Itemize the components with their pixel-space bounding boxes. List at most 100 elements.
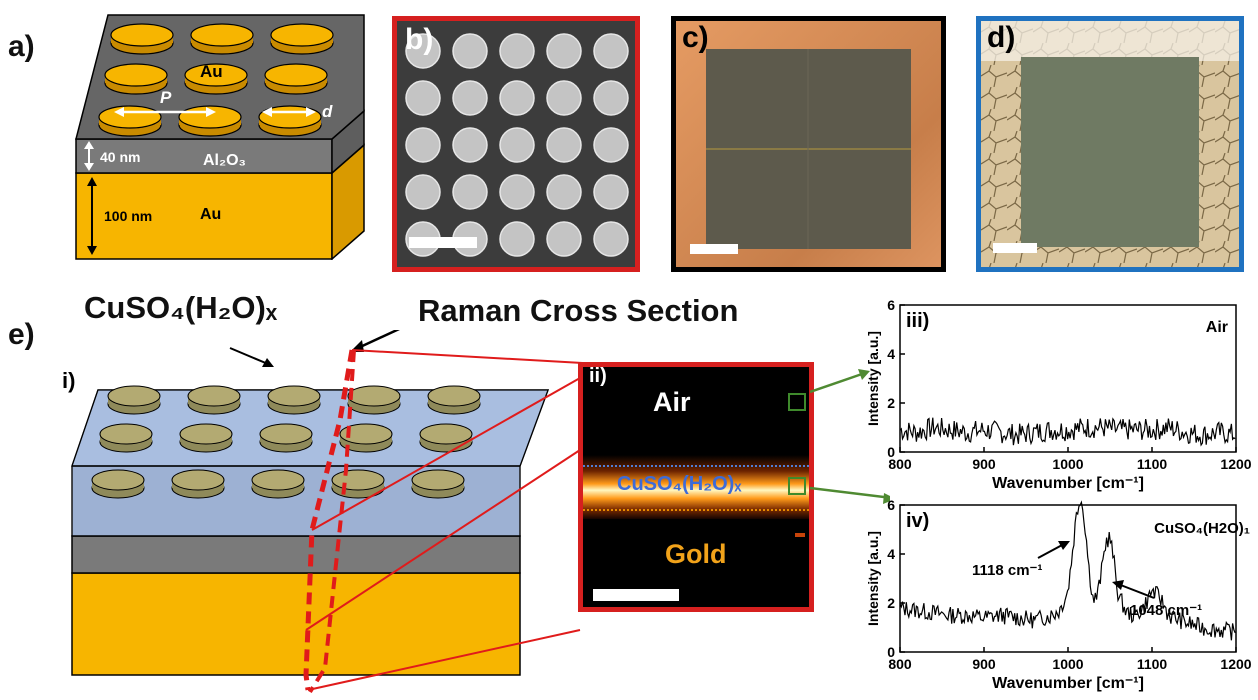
coated-disk — [251, 469, 305, 491]
gold-substrate — [71, 572, 521, 676]
sem-nanodisk — [593, 221, 629, 257]
coated-disk — [171, 469, 225, 491]
x-tick-label: 1000 — [1052, 456, 1083, 472]
x-tick-label: 1200 — [1220, 456, 1251, 472]
coated-disk — [107, 385, 161, 407]
peak-label: 1118 cm⁻¹ — [972, 562, 1042, 579]
panel-e-label: e) — [8, 318, 35, 351]
coated-disk — [179, 423, 233, 445]
spacer-layer — [71, 535, 521, 574]
x-tick-label: 1100 — [1137, 656, 1168, 672]
gold-disk — [184, 63, 248, 87]
x-tick-label: 800 — [888, 656, 912, 672]
gold-disk-array — [98, 23, 334, 137]
sem-nanodisk — [593, 33, 629, 69]
sem-nanodisk — [499, 80, 535, 116]
y-tick-label: 0 — [887, 444, 895, 460]
scale-bar — [690, 244, 738, 254]
chart-annotation: Air — [1206, 319, 1228, 336]
panel-c-label: c) — [682, 21, 709, 54]
plot-area — [899, 504, 1237, 653]
coated-disk — [411, 469, 465, 491]
sem-nanodisk — [405, 127, 441, 163]
sem-nanodisk — [546, 33, 582, 69]
coated-disk — [91, 469, 145, 491]
sem-nanodisk — [452, 127, 488, 163]
gold-disk — [104, 63, 168, 87]
coated-disk — [267, 385, 321, 407]
disk-material-label: Au — [200, 62, 223, 81]
sem-nanodisk — [452, 80, 488, 116]
map-layer-label: CuSO₄(H₂O)ₓ — [617, 473, 742, 495]
gold-disk — [264, 63, 328, 87]
spacer-thickness-label: 40 nm — [100, 149, 140, 165]
optical-image-d — [981, 21, 1239, 267]
scale-bar — [993, 243, 1037, 253]
period-label: P — [160, 88, 172, 107]
optical-image-c — [690, 49, 911, 254]
x-tick-label: 1100 — [1137, 456, 1168, 472]
panel-b-label: b) — [405, 23, 434, 56]
gold-disk — [110, 23, 174, 47]
layer-roi-box — [788, 477, 806, 495]
sem-nanodisk — [499, 221, 535, 257]
coated-disk — [419, 423, 473, 445]
panel-e-schematic: i) — [62, 330, 601, 694]
sem-nanodisk — [499, 174, 535, 210]
coated-disk — [347, 385, 401, 407]
sem-nanodisk — [546, 221, 582, 257]
coated-disk — [339, 423, 393, 445]
chart-panel-label: iii) — [906, 310, 929, 332]
coated-disk — [331, 469, 385, 491]
x-axis-label: Wavenumber [cm⁻¹] — [992, 675, 1144, 692]
gold-disk — [270, 23, 334, 47]
mirror-material-label: Au — [200, 206, 221, 223]
sem-nanodisk — [405, 80, 441, 116]
sem-nanodisk — [405, 174, 441, 210]
sem-nanodisk — [405, 33, 441, 69]
optical-image-c-frame: c) — [671, 16, 946, 272]
scale-bar — [409, 237, 477, 248]
y-tick-label: 4 — [887, 546, 895, 562]
coated-disk — [99, 423, 153, 445]
raman-cross-section-title: Raman Cross Section — [418, 293, 739, 328]
optical-image-d-frame: d) — [976, 16, 1244, 272]
sem-nanodisk — [452, 33, 488, 69]
y-tick-label: 2 — [887, 595, 895, 611]
chart-annotation: CuSO₄(H2O)₁ — [1154, 520, 1250, 537]
y-tick-label: 2 — [887, 395, 895, 411]
panel-a-label: a) — [8, 30, 35, 63]
sem-nanodisk — [499, 33, 535, 69]
coating-formula-title: CuSO₄(H₂O)ₓ — [84, 290, 278, 325]
x-axis-label: Wavenumber [cm⁻¹] — [992, 475, 1144, 492]
diameter-label: d — [322, 102, 333, 121]
x-tick-label: 1000 — [1052, 656, 1083, 672]
sem-nanodisk — [593, 80, 629, 116]
spectrum-line — [899, 500, 1236, 641]
sem-nanodisk — [546, 80, 582, 116]
y-tick-label: 6 — [887, 497, 895, 513]
coated-disk — [259, 423, 313, 445]
panel-a-schematic: P d Au 40 nm Al₂O₃ 100 nm Au — [75, 14, 365, 260]
y-tick-label: 6 — [887, 300, 895, 313]
coated-metasurface-square — [1021, 57, 1199, 247]
sem-image — [405, 33, 629, 257]
y-tick-label: 4 — [887, 346, 895, 362]
spectra-charts: 800 900 1000 1100 1200 0 2 4 6 Wavenumber [cm⁻¹] I… — [865, 300, 1252, 692]
panel-d-label: d) — [987, 21, 1016, 54]
spacer-material-label: Al₂O₃ — [203, 152, 246, 169]
sem-nanodisk — [593, 174, 629, 210]
y-tick-label: 0 — [887, 644, 895, 660]
x-tick-label: 900 — [972, 656, 996, 672]
sub-i-label: i) — [62, 368, 75, 393]
peak-label: 1048 cm⁻¹ — [1130, 602, 1202, 619]
raman-map-frame: ii) Air CuSO₄(H₂O)ₓ Gold — [578, 362, 814, 612]
map-gold-label: Gold — [665, 539, 727, 569]
scale-bar — [593, 589, 679, 601]
sub-ii-label: ii) — [589, 365, 607, 387]
spectrum-line — [899, 417, 1236, 447]
sem-image-frame: b) — [392, 16, 640, 272]
gold-disk — [190, 23, 254, 47]
gold-disk — [98, 105, 162, 129]
x-tick-label: 900 — [972, 456, 996, 472]
